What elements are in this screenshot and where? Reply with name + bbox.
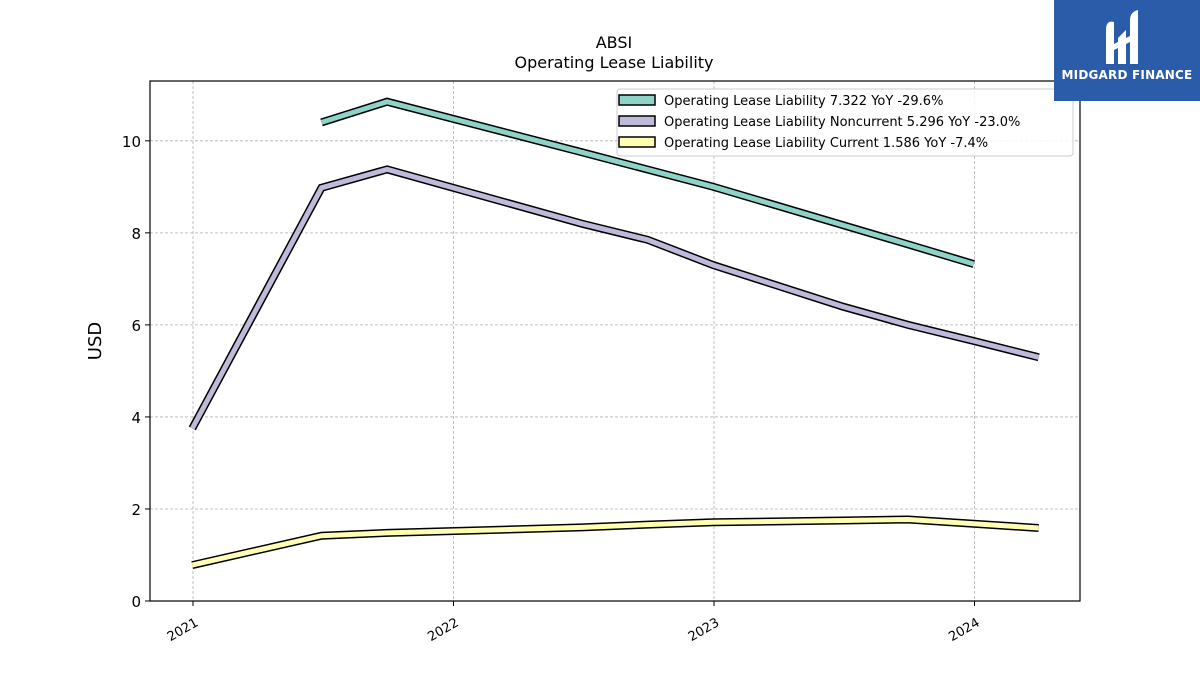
brand-logo: MIDGARD FINANCE — [1054, 0, 1200, 101]
y-tick-label: 10 — [122, 133, 141, 151]
chart-title: ABSI — [596, 33, 633, 52]
legend-box — [616, 88, 1074, 157]
legend-label: Operating Lease Liability Current 1.586 … — [664, 136, 988, 151]
series-line — [190, 166, 1040, 430]
x-tick-label: 2022 — [425, 615, 461, 645]
series-line — [191, 516, 1039, 568]
plot-area-frame — [149, 80, 1081, 602]
x-tick-label: 2023 — [686, 615, 722, 645]
y-tick-label: 2 — [131, 501, 141, 519]
series-lines — [188, 97, 1040, 570]
y-axis-label: USD — [85, 322, 106, 360]
brand-mark-icon — [1106, 10, 1138, 64]
series-line-outline — [188, 165, 1040, 431]
legend-swatch — [618, 136, 656, 148]
x-tick-label: 2021 — [165, 615, 201, 645]
series-line — [320, 99, 975, 267]
y-tick-label: 4 — [131, 409, 141, 427]
legend-swatch — [618, 115, 656, 127]
y-tick-label: 0 — [131, 593, 141, 611]
x-tick-label: 2024 — [946, 615, 982, 645]
legend-label: Operating Lease Liability 7.322 YoY -29.… — [664, 94, 943, 109]
chart-subtitle: Operating Lease Liability — [514, 53, 713, 72]
y-tick-label: 6 — [131, 317, 141, 335]
y-tick-label: 8 — [131, 225, 141, 243]
brand-name: MIDGARD FINANCE — [1061, 68, 1193, 82]
axes: 0 2 4 6 8 10 2021 2022 2023 2024 — [122, 133, 983, 645]
legend-label: Operating Lease Liability Noncurrent 5.2… — [664, 115, 1020, 130]
legend-swatch — [618, 94, 656, 106]
legend: Operating Lease Liability 7.322 YoY -29.… — [616, 88, 1074, 157]
